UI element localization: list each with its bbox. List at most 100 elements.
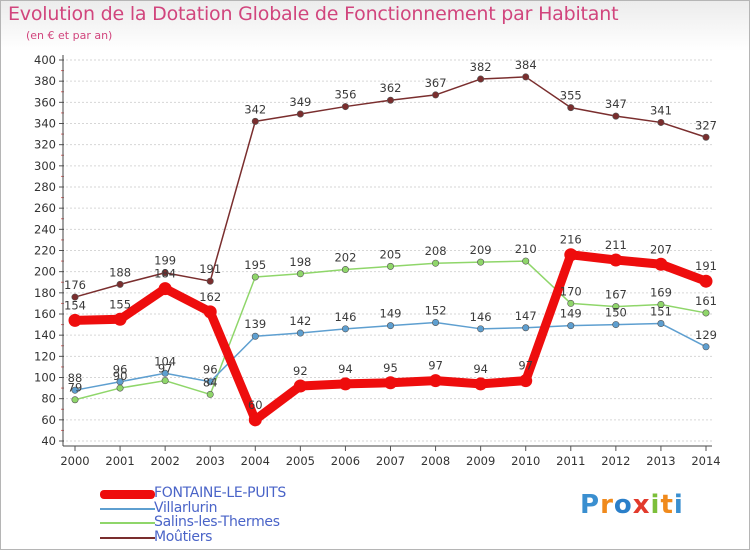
point-mo-tiers — [612, 112, 620, 120]
logo-letter: i — [673, 490, 684, 520]
point-salins-les-thermes — [251, 273, 259, 281]
data-label-mo-tiers: 347 — [605, 97, 627, 111]
legend-label: Villarlurin — [154, 499, 218, 516]
point-fontaine-le-puits — [293, 379, 307, 393]
x-tick-label: 2003 — [196, 454, 225, 468]
data-label-villarlurin: 150 — [605, 306, 627, 320]
y-tick-label: 340 — [34, 117, 56, 131]
y-tick-label: 60 — [41, 413, 56, 427]
data-label-mo-tiers: 199 — [154, 254, 176, 268]
legend-swatch — [100, 507, 155, 510]
point-fontaine-le-puits — [429, 374, 443, 388]
point-mo-tiers — [702, 133, 710, 141]
point-villarlurin — [522, 324, 530, 332]
data-label-salins-les-thermes: 195 — [244, 258, 266, 272]
x-tick-label: 2005 — [286, 454, 315, 468]
data-label-fontaine-le-puits: 97 — [428, 359, 443, 373]
point-salins-les-thermes — [341, 266, 349, 274]
y-tick-label: 380 — [34, 74, 56, 88]
point-mo-tiers — [341, 103, 349, 111]
point-fontaine-le-puits — [338, 377, 352, 391]
data-label-salins-les-thermes: 170 — [560, 284, 582, 298]
data-label-villarlurin: 104 — [154, 354, 176, 368]
point-villarlurin — [477, 325, 485, 333]
y-tick-label: 240 — [34, 222, 56, 236]
point-fontaine-le-puits — [68, 313, 82, 327]
x-tick-label: 2006 — [331, 454, 360, 468]
point-villarlurin — [386, 322, 394, 330]
point-salins-les-thermes — [71, 396, 79, 404]
data-label-fontaine-le-puits: 216 — [560, 233, 582, 247]
point-salins-les-thermes — [116, 384, 124, 392]
data-label-salins-les-thermes: 167 — [605, 288, 627, 302]
y-tick-label: 200 — [34, 265, 56, 279]
x-tick-label: 2001 — [105, 454, 134, 468]
point-mo-tiers — [296, 110, 304, 118]
axes — [59, 55, 712, 451]
point-mo-tiers — [161, 269, 169, 277]
x-tick-label: 2002 — [151, 454, 180, 468]
y-tick-label: 220 — [34, 244, 56, 258]
point-fontaine-le-puits — [564, 248, 578, 262]
data-label-villarlurin: 151 — [650, 305, 672, 319]
proxiti-logo: Proxiti — [580, 490, 684, 520]
data-label-salins-les-thermes: 97 — [158, 362, 173, 376]
y-tick-label: 320 — [34, 138, 56, 152]
data-label-villarlurin: 149 — [560, 307, 582, 321]
point-villarlurin — [432, 318, 440, 326]
data-label-salins-les-thermes: 208 — [425, 244, 447, 258]
point-mo-tiers — [477, 75, 485, 83]
point-fontaine-le-puits — [519, 374, 533, 388]
x-tick-label: 2013 — [646, 454, 675, 468]
data-label-mo-tiers: 362 — [380, 81, 402, 95]
data-label-fontaine-le-puits: 94 — [473, 362, 488, 376]
legend-label: Salins-les-Thermes — [154, 514, 280, 530]
point-villarlurin — [251, 332, 259, 340]
point-mo-tiers — [386, 96, 394, 104]
y-tick-label: 280 — [34, 180, 56, 194]
y-tick-labels: 40 60 80 100 120 140 160 180 200 220 240 260 280 300 3… — [34, 53, 56, 448]
point-villarlurin — [657, 320, 665, 328]
y-tick-label: 40 — [41, 434, 56, 448]
data-label-fontaine-le-puits: 95 — [383, 361, 398, 375]
legend-label: Moûtiers — [154, 528, 213, 545]
data-label-salins-les-thermes: 205 — [380, 247, 402, 261]
x-tick-labels: 2000 2001 2002 2003 2004 2005 2006 2007 2008 2009… — [60, 454, 720, 468]
legend-swatch — [100, 489, 155, 499]
point-fontaine-le-puits — [654, 257, 668, 271]
y-tick-label: 400 — [34, 53, 56, 67]
point-salins-les-thermes — [161, 377, 169, 385]
logo-letter: o — [613, 490, 633, 520]
data-label-villarlurin: 146 — [334, 310, 356, 324]
point-villarlurin — [71, 386, 79, 394]
point-fontaine-le-puits — [474, 377, 488, 391]
y-tick-label: 80 — [41, 392, 56, 406]
y-tick-label: 180 — [34, 286, 56, 300]
logo-letter: t — [660, 490, 674, 520]
x-tick-label: 2009 — [466, 454, 495, 468]
point-salins-les-thermes — [657, 300, 665, 308]
point-fontaine-le-puits — [609, 253, 623, 267]
data-label-mo-tiers: 382 — [470, 60, 492, 74]
legend-swatch — [100, 522, 155, 524]
point-salins-les-thermes — [386, 262, 394, 270]
logo-letter: r — [600, 490, 614, 520]
data-label-fontaine-le-puits: 211 — [605, 238, 627, 252]
data-label-mo-tiers: 191 — [199, 262, 221, 276]
data-label-villarlurin: 96 — [113, 363, 128, 377]
point-salins-les-thermes — [567, 299, 575, 307]
data-label-salins-les-thermes: 169 — [650, 285, 672, 299]
point-fontaine-le-puits — [699, 274, 713, 288]
data-label-mo-tiers: 176 — [64, 278, 86, 292]
data-label-villarlurin: 152 — [425, 303, 447, 317]
point-fontaine-le-puits — [203, 305, 217, 319]
point-mo-tiers — [657, 118, 665, 126]
x-tick-label: 2008 — [421, 454, 450, 468]
data-label-mo-tiers: 342 — [244, 102, 266, 116]
point-fontaine-le-puits — [113, 312, 127, 326]
point-fontaine-le-puits — [158, 282, 172, 296]
point-villarlurin — [296, 329, 304, 337]
chart-title: Evolution de la Dotation Globale de Fonc… — [8, 3, 619, 25]
point-mo-tiers — [567, 104, 575, 112]
y-tick-label: 260 — [34, 201, 56, 215]
